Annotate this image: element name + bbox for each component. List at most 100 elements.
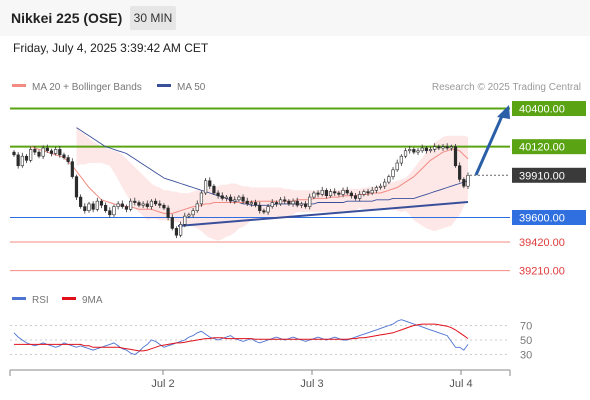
candles-group: [12, 143, 470, 239]
candle-body-10: [54, 149, 58, 154]
level-box-0: [512, 101, 586, 117]
candle-body-84: [362, 191, 366, 195]
candle-body-23: [108, 210, 112, 216]
candle-body-30: [137, 202, 141, 206]
candle-body-65: [283, 199, 287, 202]
candle-body-77: [333, 191, 337, 194]
candle-body-67: [291, 200, 295, 205]
datetime-label: Friday, July 4, 2025 3:39:42 AM CET: [13, 41, 209, 55]
candle-body-38: [170, 217, 174, 229]
candle-body-89: [383, 181, 387, 187]
credit-label: Research © 2025 Trading Central: [432, 82, 581, 93]
candle-body-11: [58, 149, 62, 156]
candle-body-102: [437, 146, 441, 149]
candle-body-24: [112, 206, 116, 216]
level-box-2: [512, 167, 586, 183]
level-label-2: 39910.00: [519, 170, 565, 182]
level-box-1: [512, 139, 586, 155]
candle-body-22: [104, 204, 108, 212]
candle-body-70: [303, 203, 308, 207]
candle-body-68: [295, 200, 299, 206]
candle-body-18: [87, 203, 91, 212]
candle-body-105: [449, 146, 453, 149]
rsi-legend-label-1: 9MA: [82, 295, 103, 306]
candle-body-47: [208, 180, 212, 187]
candle-body-101: [433, 146, 437, 150]
candle-body-108: [462, 179, 466, 187]
candle-body-27: [124, 206, 129, 210]
candle-body-54: [237, 196, 241, 201]
candle-body-7: [41, 147, 45, 157]
candle-body-3: [24, 155, 29, 161]
candle-body-92: [395, 162, 399, 171]
candle-body-15: [74, 176, 79, 198]
level-label-1: 40120.00: [519, 142, 565, 154]
candle-body-109: [466, 174, 470, 187]
candle-body-25: [116, 203, 120, 207]
rsi-legend-swatch-1: [62, 297, 76, 300]
candle-body-12: [62, 154, 66, 158]
candle-body-1: [16, 154, 20, 167]
level-label-0: 40400.00: [519, 104, 565, 116]
legend-swatch-1: [157, 84, 171, 87]
candle-body-31: [141, 203, 145, 206]
candle-body-93: [399, 155, 403, 164]
candle-body-36: [162, 204, 166, 209]
candle-body-95: [408, 149, 412, 152]
level-label-5: 39210.00: [519, 266, 565, 278]
candle-body-42: [187, 214, 191, 217]
candle-body-13: [66, 157, 70, 162]
legend-label-1: MA 50: [177, 82, 206, 93]
candle-body-14: [70, 161, 74, 177]
candle-body-72: [312, 192, 316, 198]
candle-body-69: [299, 203, 303, 206]
candle-body-0: [12, 151, 16, 156]
candle-body-96: [412, 149, 416, 153]
rsi-legend-swatch-0: [12, 297, 26, 300]
timeframe-button[interactable]: 30 MIN: [130, 6, 176, 30]
candle-body-87: [374, 187, 378, 191]
candle-body-71: [308, 196, 312, 207]
candle-body-9: [49, 150, 54, 154]
candle-body-6: [37, 151, 41, 157]
candle-body-76: [328, 191, 333, 197]
candle-body-74: [320, 189, 324, 195]
candle-body-61: [266, 206, 270, 213]
candle-body-104: [445, 146, 449, 149]
candle-body-100: [428, 149, 433, 152]
level-box-3: [512, 210, 586, 226]
candle-body-78: [337, 192, 341, 195]
candle-body-44: [195, 203, 199, 212]
candle-body-2: [20, 155, 24, 167]
candle-body-64: [278, 199, 283, 205]
candle-body-91: [391, 169, 395, 177]
instrument-title: Nikkei 225 (OSE): [11, 10, 123, 26]
candle-body-97: [416, 150, 420, 153]
candle-body-99: [424, 147, 428, 152]
candle-body-46: [203, 180, 208, 194]
level-label-4: 39420.00: [519, 237, 565, 249]
candle-body-79: [341, 189, 345, 195]
candle-body-33: [149, 200, 154, 207]
candle-body-45: [199, 192, 204, 205]
candle-body-19: [91, 203, 95, 210]
candle-body-5: [33, 149, 37, 153]
candle-body-4: [29, 149, 33, 161]
candle-body-62: [270, 202, 274, 207]
candle-body-86: [370, 189, 374, 194]
candle-body-41: [183, 215, 187, 225]
candle-body-20: [95, 200, 99, 210]
candle-body-63: [274, 202, 279, 205]
candle-body-53: [233, 199, 237, 202]
rsi-legend-label-0: RSI: [32, 295, 49, 306]
candle-body-103: [441, 146, 445, 149]
rsi-line: [13, 319, 469, 355]
candle-body-94: [403, 150, 408, 157]
candle-body-59: [258, 204, 262, 212]
candle-body-55: [241, 196, 245, 202]
candle-body-17: [83, 206, 87, 212]
candle-body-66: [287, 200, 291, 205]
level-label-3: 39600.00: [519, 213, 565, 225]
candle-body-48: [212, 185, 216, 194]
target-arrow-head: [497, 105, 510, 119]
